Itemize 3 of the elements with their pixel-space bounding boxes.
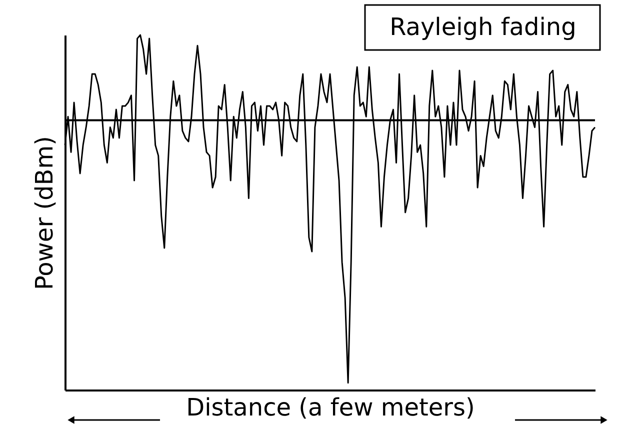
x-axis-title: Distance (a few meters) <box>186 394 475 422</box>
y-axis-title: Power (dBm) <box>30 136 58 290</box>
annotation: Rayleigh fading <box>390 13 576 41</box>
